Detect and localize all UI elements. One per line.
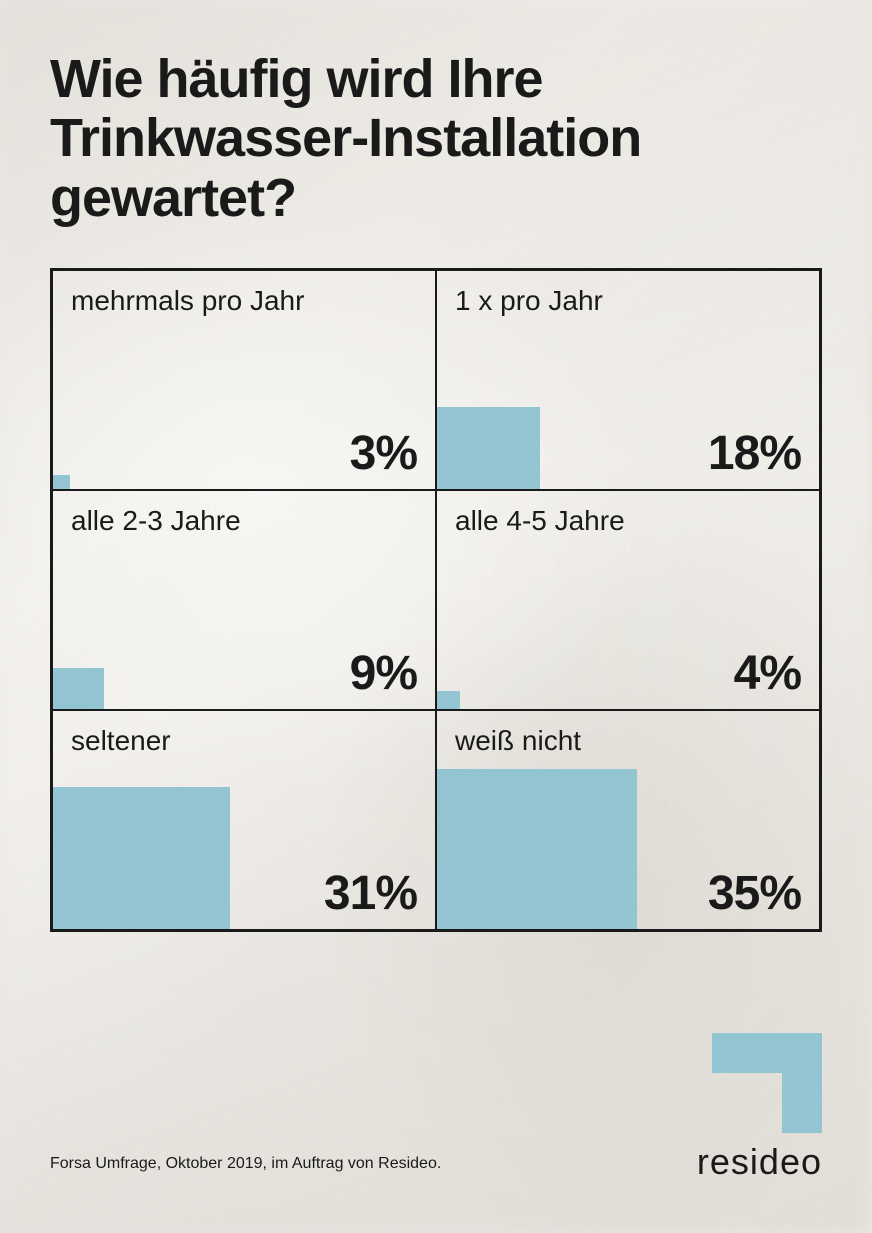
- cell-alle-2-3-jahre: alle 2-3 Jahre 9%: [52, 490, 436, 710]
- bar: [53, 668, 104, 709]
- cell-percent: 18%: [708, 426, 801, 481]
- cell-percent: 35%: [708, 866, 801, 921]
- bar: [437, 407, 540, 489]
- bar: [437, 691, 460, 709]
- cell-label: alle 2-3 Jahre: [71, 505, 417, 537]
- cell-label: mehrmals pro Jahr: [71, 285, 417, 317]
- cell-label: alle 4-5 Jahre: [455, 505, 801, 537]
- cell-seltener: seltener 31%: [52, 710, 436, 930]
- bar: [53, 787, 230, 929]
- footer-source: Forsa Umfrage, Oktober 2019, im Auftrag …: [50, 1155, 441, 1173]
- cell-percent: 31%: [324, 866, 417, 921]
- bar: [53, 475, 70, 489]
- brand-name: resideo: [697, 1141, 822, 1183]
- cell-weiss-nicht: weiß nicht 35%: [436, 710, 820, 930]
- cell-1x-pro-jahr: 1 x pro Jahr 18%: [436, 270, 820, 490]
- cell-percent: 4%: [734, 646, 801, 701]
- chart-grid: mehrmals pro Jahr 3% 1 x pro Jahr 18% al…: [50, 268, 822, 932]
- cell-alle-4-5-jahre: alle 4-5 Jahre 4%: [436, 490, 820, 710]
- brand-logo: resideo: [697, 1033, 822, 1183]
- cell-mehrmals-pro-jahr: mehrmals pro Jahr 3%: [52, 270, 436, 490]
- cell-label: seltener: [71, 725, 417, 757]
- logo-icon: [712, 1033, 822, 1133]
- cell-percent: 9%: [350, 646, 417, 701]
- chart-title: Wie häufig wird Ihre Trinkwasser-Install…: [50, 50, 822, 228]
- cell-percent: 3%: [350, 426, 417, 481]
- bar: [437, 769, 637, 929]
- cell-label: 1 x pro Jahr: [455, 285, 801, 317]
- cell-label: weiß nicht: [455, 725, 801, 757]
